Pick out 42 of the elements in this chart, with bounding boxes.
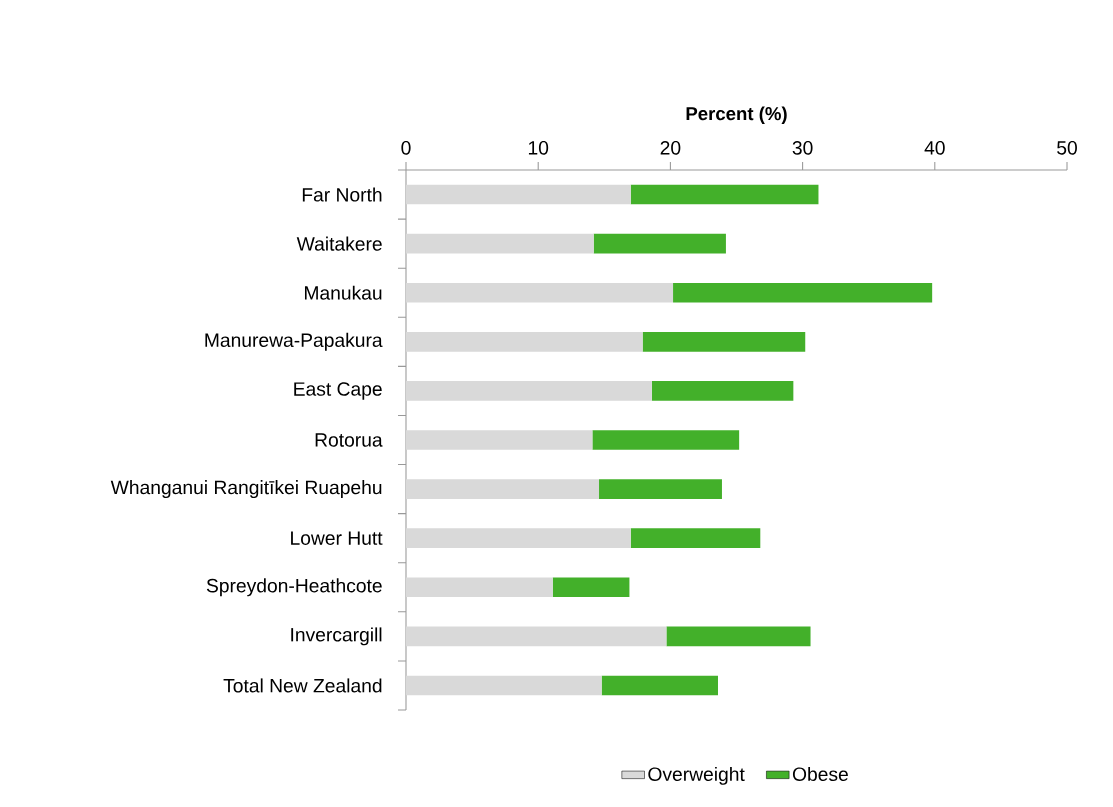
bar	[599, 479, 722, 499]
bar	[552, 577, 630, 598]
bar	[406, 332, 643, 352]
legend-label: Overweight	[648, 766, 745, 785]
y-tick-label: Manukau	[304, 285, 382, 300]
bar	[406, 184, 631, 205]
y-tick-label: Total New Zealand	[223, 678, 382, 693]
y-tick-label: Far North	[302, 187, 382, 202]
y-tick-label: Lower Hutt	[291, 531, 383, 545]
bar	[673, 282, 933, 303]
bar	[601, 675, 718, 696]
bar	[406, 528, 631, 549]
x-axis-title: Percent (%)	[686, 106, 787, 124]
y-tick-label: Manurewa-Papakura	[205, 332, 383, 351]
bar	[630, 528, 761, 549]
y-tick-label: Invercargill	[291, 627, 382, 646]
y-tick-label: Spreydon-Heathcote	[206, 578, 382, 597]
x-tick-label: 10	[528, 141, 549, 155]
x-tick-label: 30	[792, 141, 813, 155]
x-tick-label: 0	[401, 141, 411, 155]
bar	[406, 282, 674, 303]
y-tick-label: Whanganui Rangitīkei Ruapehu	[110, 480, 382, 499]
bar	[630, 184, 819, 205]
bar	[406, 479, 600, 499]
bar	[406, 381, 652, 401]
bar	[593, 233, 726, 254]
bar	[592, 430, 740, 450]
bar	[666, 626, 811, 647]
legend-label: Obese	[792, 766, 848, 782]
y-tick-label: Rotorua	[315, 433, 383, 447]
bar	[406, 577, 553, 598]
bar	[406, 430, 593, 450]
y-tick-label: Waitakere	[296, 236, 382, 251]
bar	[406, 675, 602, 696]
bar	[642, 332, 806, 352]
x-tick-label: 40	[924, 141, 945, 155]
x-tick-label: 50	[1057, 141, 1077, 155]
x-tick-label: 20	[660, 141, 681, 155]
bar	[406, 233, 594, 254]
bar	[651, 381, 794, 401]
bar	[406, 626, 667, 647]
y-tick-label: East Cape	[294, 382, 382, 400]
